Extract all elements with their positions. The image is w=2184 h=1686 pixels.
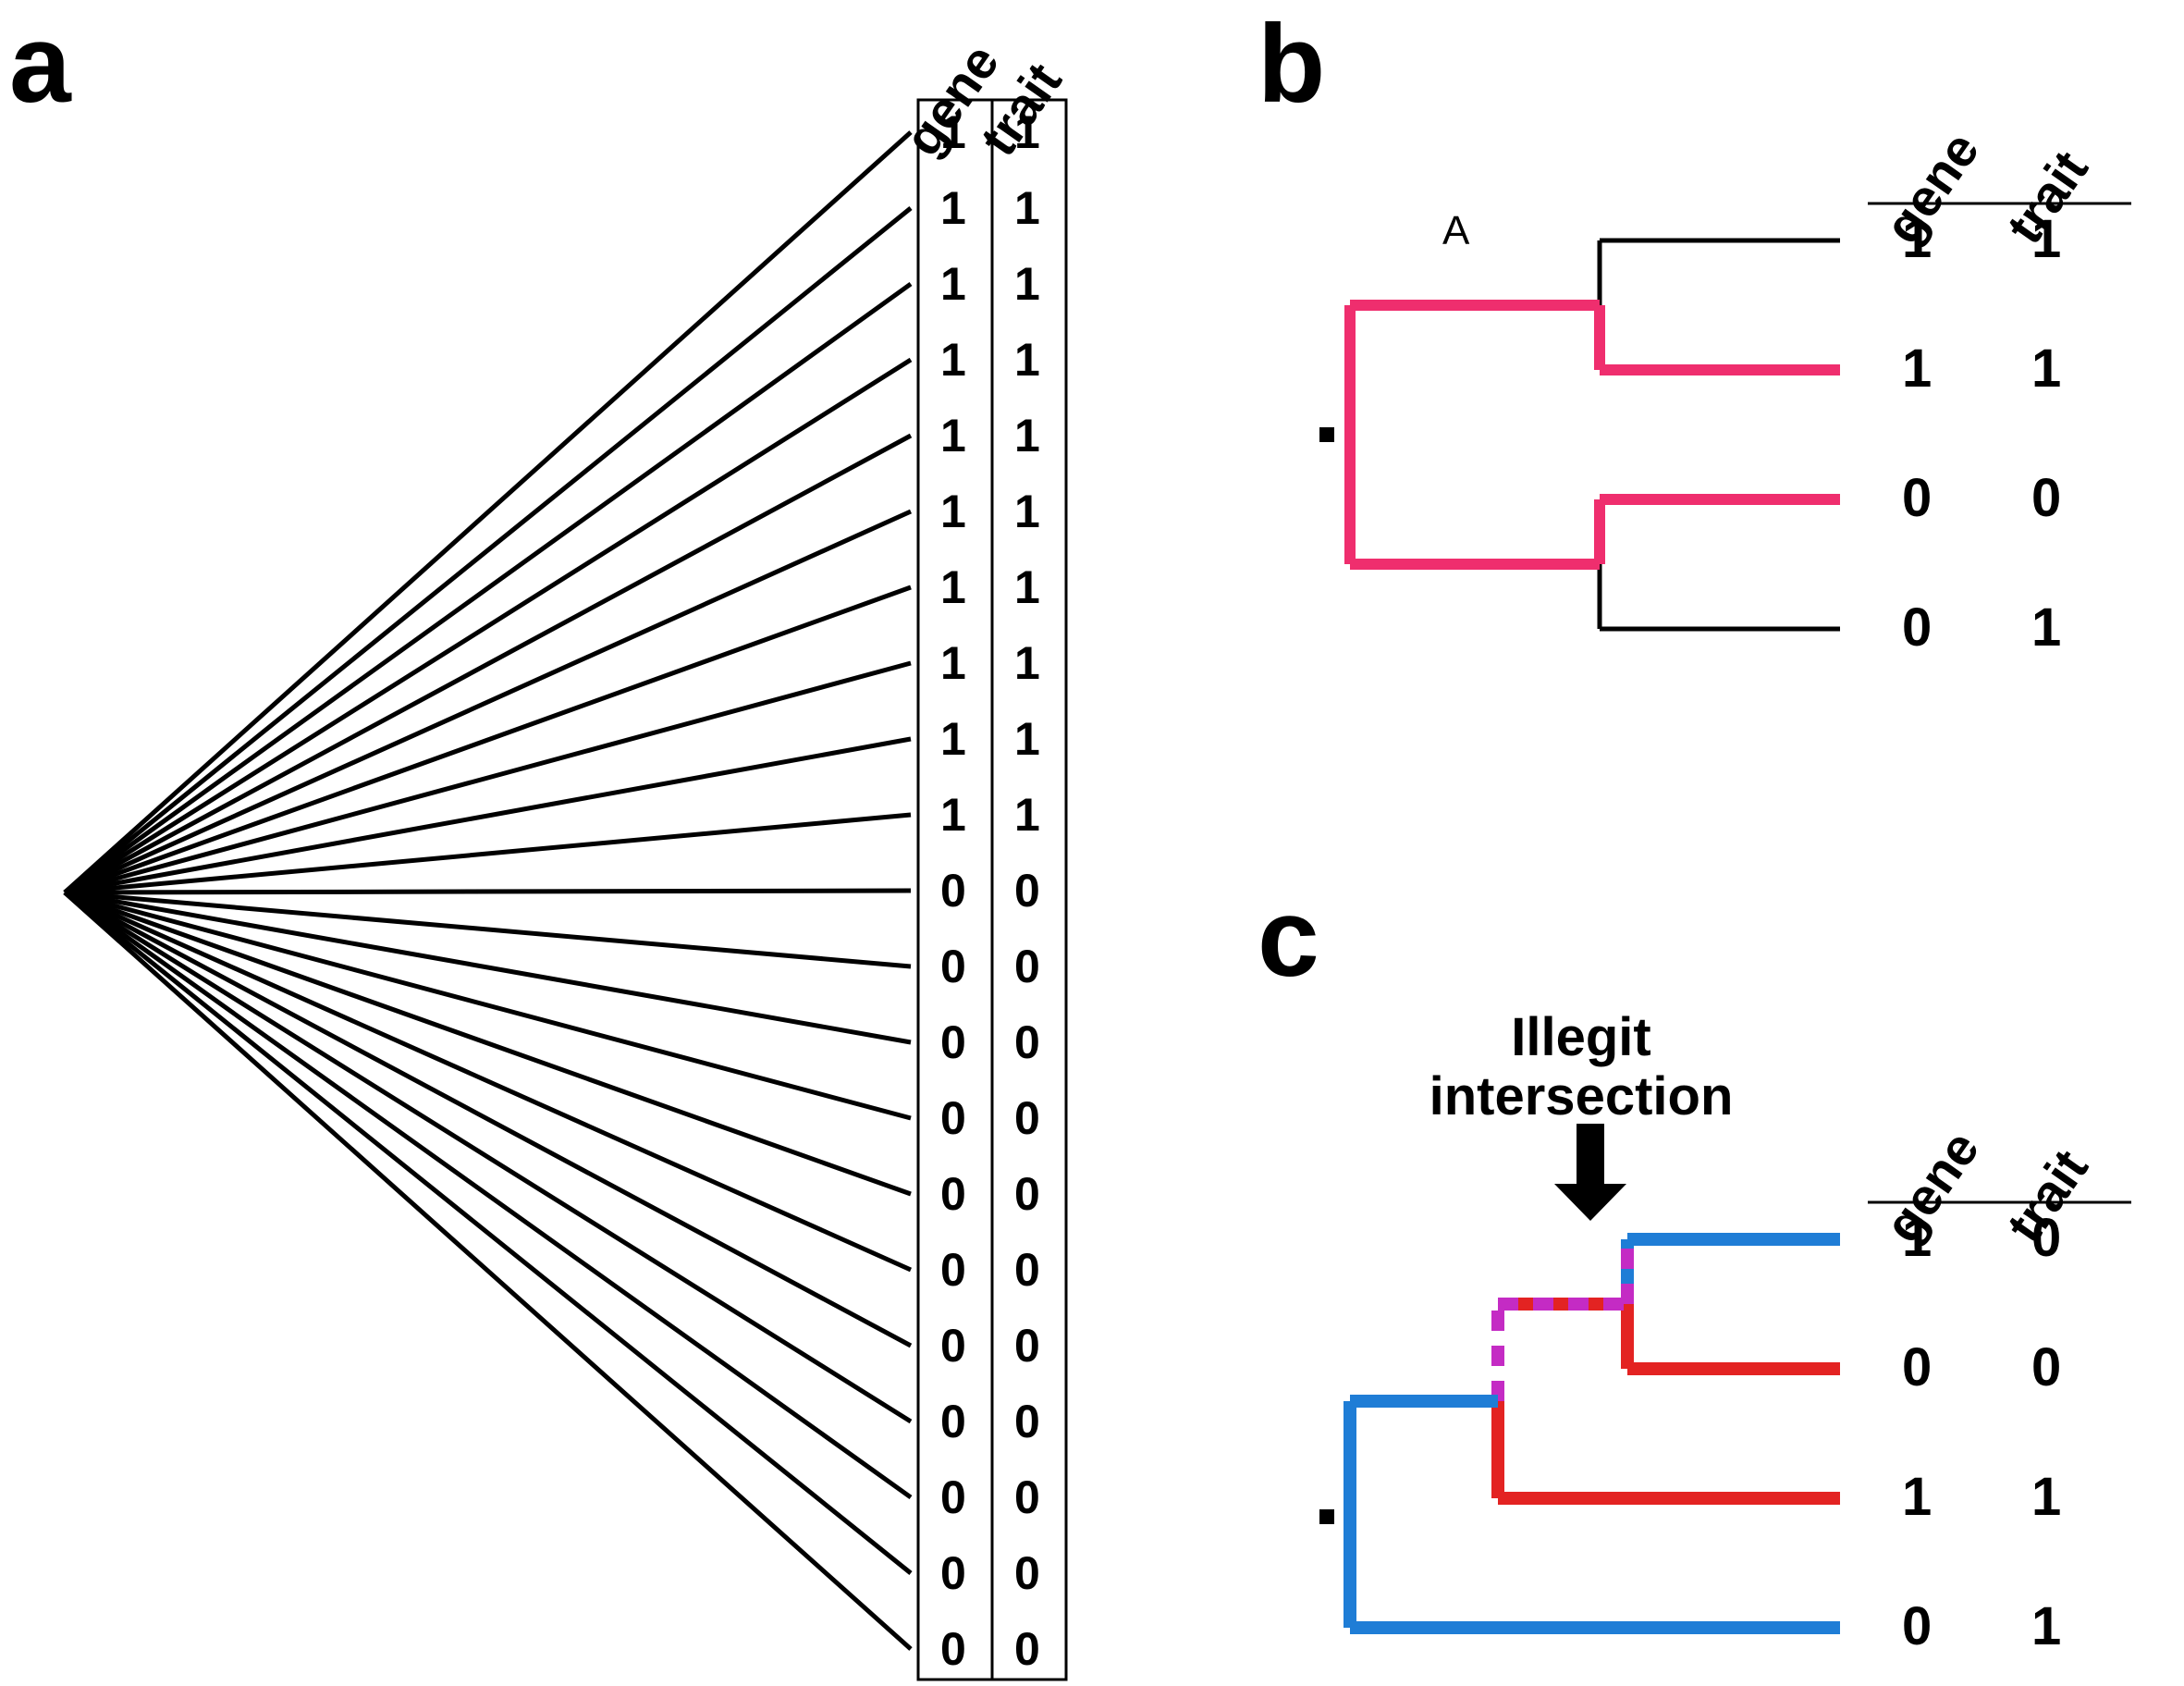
panel-b-gene-cell: 1 — [1902, 208, 1932, 270]
panel-b-trait-cell: 0 — [2031, 467, 2061, 529]
panel-c-arrow-head — [1554, 1184, 1626, 1221]
panel-b-gene-cell: 0 — [1902, 597, 1932, 658]
panel-c-gene-cell: 1 — [1902, 1207, 1932, 1269]
panel-a-gene-cell: 1 — [940, 788, 966, 842]
panel-c-annotation: Illegitintersection — [1387, 1008, 1775, 1126]
panel-a-gene-cell: 1 — [940, 409, 966, 462]
panel-a-fan-line — [65, 208, 911, 892]
panel-b-gene-cell: 0 — [1902, 467, 1932, 529]
panel-a-gene-cell: 1 — [940, 333, 966, 387]
panel-a-fan-line — [65, 739, 911, 892]
panel-a-fan-line — [65, 511, 911, 892]
panel-a-trait-cell: 1 — [1014, 788, 1040, 842]
panel-a-trait-cell: 1 — [1014, 181, 1040, 235]
panel-a-gene-cell: 0 — [940, 1395, 966, 1448]
panel-a-fan-line — [65, 892, 911, 1270]
panel-a-gene-cell: 0 — [940, 1546, 966, 1600]
panel-a-fan-line — [65, 892, 911, 1346]
panel-c-gene-cell: 0 — [1902, 1336, 1932, 1398]
panel-c-label: c — [1258, 874, 1319, 1002]
panel-a-fan-line — [65, 436, 911, 892]
panel-a-gene-cell: 0 — [940, 940, 966, 993]
panel-a-trait-cell: 0 — [1014, 1243, 1040, 1297]
panel-a-fan-line — [65, 892, 911, 1194]
panel-a-gene-cell: 1 — [940, 485, 966, 538]
panel-a-trait-cell: 0 — [1014, 1471, 1040, 1524]
panel-a-gene-cell: 0 — [940, 1015, 966, 1069]
panel-a-fan-line — [65, 284, 911, 892]
svg-layer — [0, 0, 2184, 1686]
panel-a-trait-cell: 0 — [1014, 1091, 1040, 1145]
panel-a-gene-cell: 0 — [940, 1091, 966, 1145]
panel-b-gene-cell: 1 — [1902, 338, 1932, 400]
panel-a-gene-cell: 1 — [940, 181, 966, 235]
panel-a-gene-cell: 0 — [940, 1471, 966, 1524]
panel-a-gene-cell: 1 — [940, 560, 966, 614]
panel-c-gene-cell: 1 — [1902, 1466, 1932, 1528]
panel-a-fan-line — [65, 587, 911, 892]
panel-a-trait-cell: 0 — [1014, 1622, 1040, 1676]
panel-b-label: b — [1258, 0, 1325, 128]
figure-canvas: agenetrait111111111111111111110000000000… — [0, 0, 2184, 1686]
panel-c-trait-cell: 0 — [2031, 1207, 2061, 1269]
panel-a-gene-cell: 1 — [940, 636, 966, 690]
panel-a-trait-cell: 0 — [1014, 1395, 1040, 1448]
panel-b-trait-cell: 1 — [2031, 597, 2061, 658]
panel-a-gene-cell: 0 — [940, 1167, 966, 1221]
panel-a-trait-cell: 0 — [1014, 1015, 1040, 1069]
panel-a-trait-cell: 1 — [1014, 712, 1040, 766]
panel-a-fan-line — [65, 892, 911, 966]
panel-c-trait-cell: 1 — [2031, 1466, 2061, 1528]
panel-a-gene-cell: 1 — [940, 257, 966, 311]
panel-b-node-a-label: A — [1442, 208, 1469, 254]
panel-a-gene-cell: 1 — [940, 712, 966, 766]
panel-c-trait-cell: 1 — [2031, 1595, 2061, 1657]
panel-b-trait-cell: 1 — [2031, 208, 2061, 270]
panel-a-label: a — [9, 0, 71, 128]
panel-b-trait-cell: 1 — [2031, 338, 2061, 400]
panel-a-trait-cell: 0 — [1014, 940, 1040, 993]
panel-a-trait-cell: 0 — [1014, 1167, 1040, 1221]
panel-a-trait-cell: 1 — [1014, 636, 1040, 690]
panel-a-gene-cell: 0 — [940, 1319, 966, 1372]
panel-a-gene-cell: 0 — [940, 1243, 966, 1297]
panel-c-gene-cell: 0 — [1902, 1595, 1932, 1657]
panel-c-root-mark — [1319, 1509, 1334, 1524]
panel-a-trait-cell: 0 — [1014, 1546, 1040, 1600]
panel-a-fan-line — [65, 360, 911, 892]
panel-a-trait-cell: 1 — [1014, 560, 1040, 614]
panel-a-fan-line — [65, 891, 911, 892]
panel-a-gene-cell: 0 — [940, 1622, 966, 1676]
panel-a-fan-line — [65, 892, 911, 1042]
panel-a-fan-line — [65, 892, 911, 1573]
panel-a-gene-cell: 1 — [940, 105, 966, 159]
panel-a-fan-line — [65, 892, 911, 1421]
panel-b-root-mark — [1319, 427, 1334, 442]
panel-a-gene-cell: 0 — [940, 864, 966, 917]
panel-a-trait-cell: 1 — [1014, 409, 1040, 462]
panel-a-trait-cell: 0 — [1014, 864, 1040, 917]
panel-a-trait-cell: 1 — [1014, 257, 1040, 311]
panel-a-trait-cell: 1 — [1014, 105, 1040, 159]
panel-a-trait-cell: 1 — [1014, 485, 1040, 538]
panel-a-trait-cell: 0 — [1014, 1319, 1040, 1372]
panel-c-trait-cell: 0 — [2031, 1336, 2061, 1398]
panel-a-fan-line — [65, 892, 911, 1497]
panel-a-trait-cell: 1 — [1014, 333, 1040, 387]
